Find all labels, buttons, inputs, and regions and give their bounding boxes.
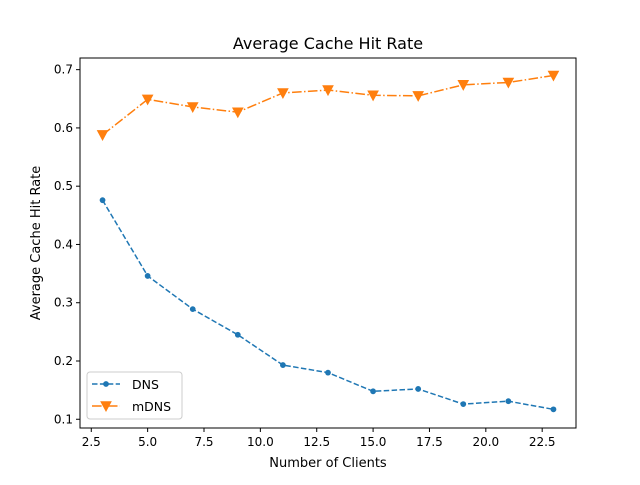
- data-point-mdns: [547, 70, 560, 82]
- data-point-dns: [280, 362, 286, 368]
- legend-swatch-marker-dns: [103, 381, 109, 387]
- data-point-dns: [99, 197, 106, 204]
- x-tick-label: 7.5: [194, 435, 213, 449]
- data-point-dns: [505, 398, 512, 405]
- data-point-dns: [144, 273, 151, 279]
- data-point-mdns: [231, 107, 244, 119]
- data-point-dns: [415, 386, 422, 392]
- data-point-mdns: [412, 91, 425, 102]
- x-tick-label: 10.0: [247, 435, 274, 449]
- chart-title: Average Cache Hit Rate: [233, 34, 423, 53]
- data-point-mdns: [141, 94, 154, 106]
- y-tick-label: 0.5: [54, 179, 73, 193]
- data-point-dns: [460, 401, 467, 408]
- y-tick-label: 0.6: [54, 121, 73, 135]
- x-tick-label: 2.5: [82, 435, 101, 449]
- legend-marker-dns: [103, 381, 109, 387]
- data-point-dns: [550, 406, 557, 413]
- y-tick-label: 0.3: [54, 296, 73, 310]
- plot-frame: [79, 57, 577, 429]
- x-axis-label: Number of Clients: [269, 456, 387, 471]
- data-point-dns: [234, 331, 241, 338]
- legend-label-dns: DNS: [132, 377, 159, 392]
- y-axis-label: Average Cache Hit Rate: [29, 166, 44, 321]
- legend-label-mdns: mDNS: [132, 399, 171, 414]
- x-tick-label: 17.5: [416, 435, 443, 449]
- x-tick-label: 22.5: [529, 435, 556, 449]
- data-point-dns: [370, 388, 376, 395]
- data-point-mdns: [367, 90, 379, 102]
- x-tick-label: 20.0: [472, 435, 499, 449]
- data-point-mdns: [457, 80, 470, 91]
- x-tick-label: 5.0: [138, 435, 157, 449]
- data-point-mdns: [277, 88, 289, 100]
- y-tick-label: 0.2: [54, 354, 73, 368]
- data-point-dns: [189, 306, 196, 313]
- y-tick-label: 0.1: [54, 412, 73, 426]
- data-point-dns: [325, 369, 331, 376]
- data-point-mdns: [322, 85, 334, 97]
- y-tick-label: 0.7: [54, 63, 73, 77]
- x-tick-label: 12.5: [303, 435, 330, 449]
- x-tick-label: 15.0: [360, 435, 387, 449]
- data-point-mdns: [186, 102, 199, 113]
- legend-swatch-marker-mdns: [100, 401, 112, 413]
- data-point-mdns: [96, 130, 109, 141]
- series-layer: [96, 70, 560, 413]
- y-tick-label: 0.4: [54, 237, 73, 251]
- data-point-mdns: [502, 77, 515, 89]
- legend-marker-mdns: [100, 401, 112, 413]
- legend: DNS mDNS: [86, 371, 183, 420]
- x-axis-ticks: 2.5 5.0 7.5 10.0 12.5 15.0 17.5 20.0 22.5: [82, 428, 556, 449]
- y-axis-ticks: 0.1 0.2 0.3 0.4 0.5 0.6 0.7: [54, 63, 80, 426]
